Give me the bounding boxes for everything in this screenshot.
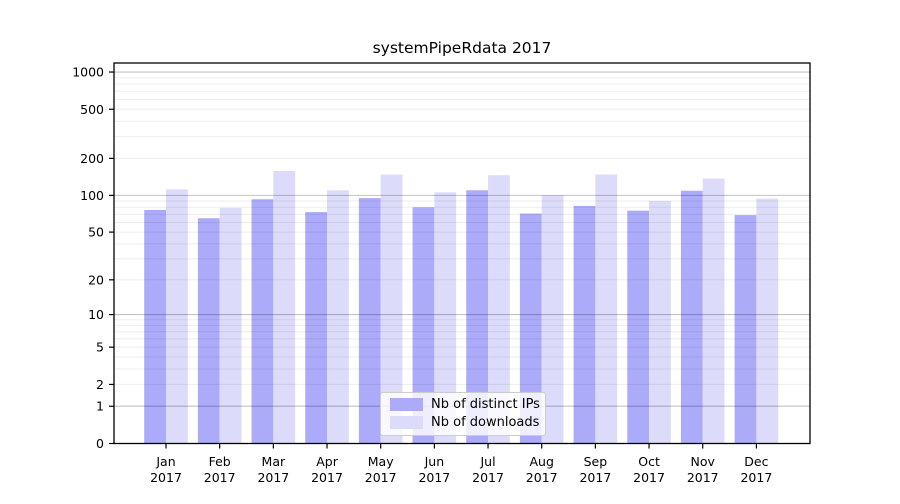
bar-downloads — [649, 200, 671, 444]
x-tick-label: Nov 2017 — [687, 454, 719, 485]
bar-distinct-ips — [734, 215, 757, 444]
y-tick-label: 100 — [80, 188, 104, 203]
bar-downloads — [166, 189, 188, 444]
bar-downloads — [702, 178, 725, 444]
bar-downloads — [434, 192, 457, 444]
plot-frame — [113, 62, 811, 445]
chart-title: systemPipeRdata 2017 — [373, 39, 552, 57]
bar-downloads — [327, 190, 349, 444]
legend-swatch-downloads-icon — [390, 416, 423, 429]
y-tick-label: 2 — [96, 377, 104, 392]
bar-distinct-ips — [627, 210, 650, 444]
chart-legend: Nb of distinct IPs Nb of downloads — [380, 392, 546, 436]
bar-distinct-ips — [519, 213, 542, 444]
x-tick-label: Dec 2017 — [740, 454, 772, 485]
bar-distinct-ips — [573, 205, 596, 444]
y-tick-label: 5 — [96, 340, 104, 355]
bar-distinct-ips — [144, 209, 166, 444]
bar-downloads — [541, 195, 564, 444]
chart-layers: 0 1 2 5 10 20 50 100 200 500 1000 Jan 2017 Feb 2017 Mar… — [72, 62, 811, 485]
bar-distinct-ips — [305, 212, 328, 444]
x-tick-label: Apr 2017 — [311, 454, 343, 485]
y-tick-label: 0 — [96, 436, 104, 451]
y-tick-label: 1000 — [72, 65, 104, 80]
bar-distinct-ips — [680, 190, 703, 444]
bar-downloads — [273, 170, 296, 444]
y-tick-label: 500 — [80, 102, 104, 117]
y-tick-label: 50 — [88, 225, 104, 240]
legend-label-downloads: Nb of downloads — [431, 415, 540, 430]
bar-downloads — [488, 175, 510, 444]
x-tick-label: Oct 2017 — [633, 454, 665, 485]
y-tick-label: 200 — [80, 151, 104, 166]
x-tick-label: Feb 2017 — [204, 454, 236, 485]
legend-entry-downloads: Nb of downloads — [390, 415, 540, 430]
x-tick-label: May 2017 — [365, 454, 397, 485]
y-tick-label: 20 — [88, 272, 104, 287]
legend-swatch-distinct-ips-icon — [390, 398, 423, 411]
bar-downloads — [595, 174, 618, 444]
y-tick-label: 10 — [88, 307, 104, 322]
x-tick-label: Jun 2017 — [418, 454, 450, 485]
bar-downloads — [380, 174, 403, 444]
bar-distinct-ips — [197, 218, 220, 444]
x-tick-label: Jan 2017 — [150, 454, 182, 485]
bar-downloads — [756, 198, 779, 444]
x-tick-label: Jul 2017 — [472, 454, 504, 485]
bar-distinct-ips — [358, 198, 381, 444]
y-tick-label: 1 — [96, 399, 104, 414]
bar-distinct-ips — [412, 207, 435, 444]
bar-distinct-ips — [466, 190, 489, 444]
x-tick-label: Sep 2017 — [579, 454, 611, 485]
x-tick-label: Aug 2017 — [526, 454, 558, 485]
legend-entry-distinct-ips: Nb of distinct IPs — [390, 397, 540, 412]
legend-label-distinct-ips: Nb of distinct IPs — [431, 397, 540, 412]
x-tick-label: Mar 2017 — [257, 454, 289, 485]
bar-distinct-ips — [251, 199, 274, 444]
bar-downloads — [219, 207, 242, 444]
